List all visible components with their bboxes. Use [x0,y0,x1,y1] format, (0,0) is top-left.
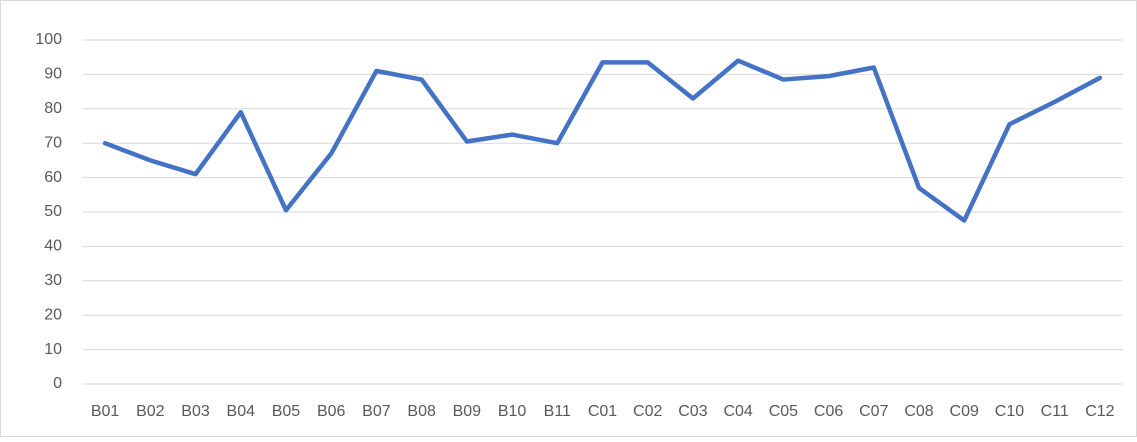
y-tick-label: 100 [35,31,62,48]
y-tick-label: 60 [44,169,62,186]
x-tick-label: B11 [544,403,571,420]
x-tick-label: B06 [317,403,346,420]
y-tick-label: 40 [44,238,62,255]
x-tick-label: B04 [227,403,256,420]
x-tick-label: C07 [859,403,888,420]
x-tick-label: B08 [407,403,436,420]
y-tick-label: 30 [44,272,62,289]
x-tick-label: B09 [453,403,482,420]
x-tick-label: C10 [995,403,1024,420]
x-tick-label: C09 [950,403,979,420]
x-tick-label: C04 [723,403,752,420]
x-tick-label: C01 [588,403,617,420]
x-tick-label: C03 [678,403,707,420]
x-tick-label: C06 [814,403,843,420]
y-tick-label: 20 [44,306,62,323]
x-tick-label: B02 [136,403,165,420]
x-tick-label: B03 [181,403,210,420]
x-tick-label: C02 [633,403,662,420]
y-tick-label: 80 [44,100,62,117]
x-tick-label: C12 [1085,403,1114,420]
data-line [102,58,1103,223]
y-tick-label: 10 [44,341,62,358]
x-tick-label: C11 [1041,403,1069,420]
x-tick-label: B07 [362,403,391,420]
y-tick-label: 50 [44,203,62,220]
x-tick-label: B05 [272,403,301,420]
x-tick-label: B01 [91,403,120,420]
y-tick-label: 70 [44,134,62,151]
y-tick-label: 90 [44,66,62,83]
x-tick-label: C05 [769,403,798,420]
x-tick-label: C08 [904,403,933,420]
y-tick-label: 0 [53,375,62,392]
x-tick-label: B10 [498,403,527,420]
